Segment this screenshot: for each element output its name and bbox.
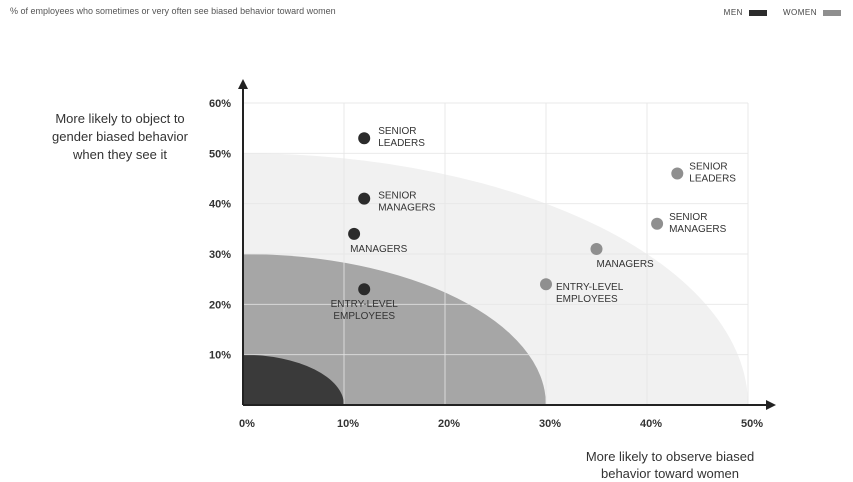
band-2 — [243, 354, 344, 405]
data-point-women — [651, 217, 664, 230]
point-label: MANAGERS — [350, 244, 408, 255]
data-point-women — [540, 278, 552, 291]
legend-swatch-men — [748, 9, 767, 16]
x-tick-label: 50% — [741, 418, 763, 430]
point-label: SENIOR LEADERS — [378, 126, 425, 149]
legend-label-women: WOMEN — [782, 8, 817, 17]
x-tick-label: 40% — [640, 418, 662, 430]
point-label: SENIOR LEADERS — [689, 161, 736, 184]
legend-swatch-women — [823, 9, 841, 16]
x-tick-label: 0% — [239, 418, 255, 430]
point-label: SENIOR MANAGERS — [669, 212, 727, 235]
band-1 — [243, 254, 546, 405]
data-point-women — [671, 167, 684, 180]
y-tick-label: 40% — [209, 199, 231, 211]
data-point-women — [590, 242, 603, 255]
y-tick-label: 60% — [209, 98, 231, 110]
x-axis-label: More likely to observe biased behavior t… — [585, 449, 755, 481]
legend-label-men: MEN — [723, 8, 743, 17]
data-point-men — [358, 283, 371, 296]
point-label: ENTRY-LEVEL EMPLOYEES — [556, 282, 624, 305]
x-tick-label: 10% — [337, 418, 359, 430]
y-tick-label: 10% — [209, 350, 231, 362]
x-tick-label: 30% — [539, 418, 561, 430]
y-axis-label: More likely to object to gender biased b… — [52, 111, 188, 162]
y-tick-label: 50% — [209, 148, 231, 160]
point-label: SENIOR MANAGERS — [378, 191, 436, 214]
data-point-men — [358, 132, 371, 145]
y-tick-label: 30% — [209, 249, 231, 261]
x-axis-arrow — [766, 400, 776, 410]
x-tick-label: 20% — [438, 418, 460, 430]
y-tick-label: 20% — [209, 299, 231, 311]
legend: MEN WOMEN — [724, 8, 841, 17]
point-label: ENTRY-LEVEL EMPLOYEES — [331, 299, 399, 322]
point-label: MANAGERS — [597, 259, 655, 270]
data-point-men — [348, 227, 361, 240]
chart-subtitle: % of employees who sometimes or very oft… — [10, 6, 336, 16]
data-point-men — [358, 192, 371, 205]
y-axis-arrow — [238, 79, 248, 89]
